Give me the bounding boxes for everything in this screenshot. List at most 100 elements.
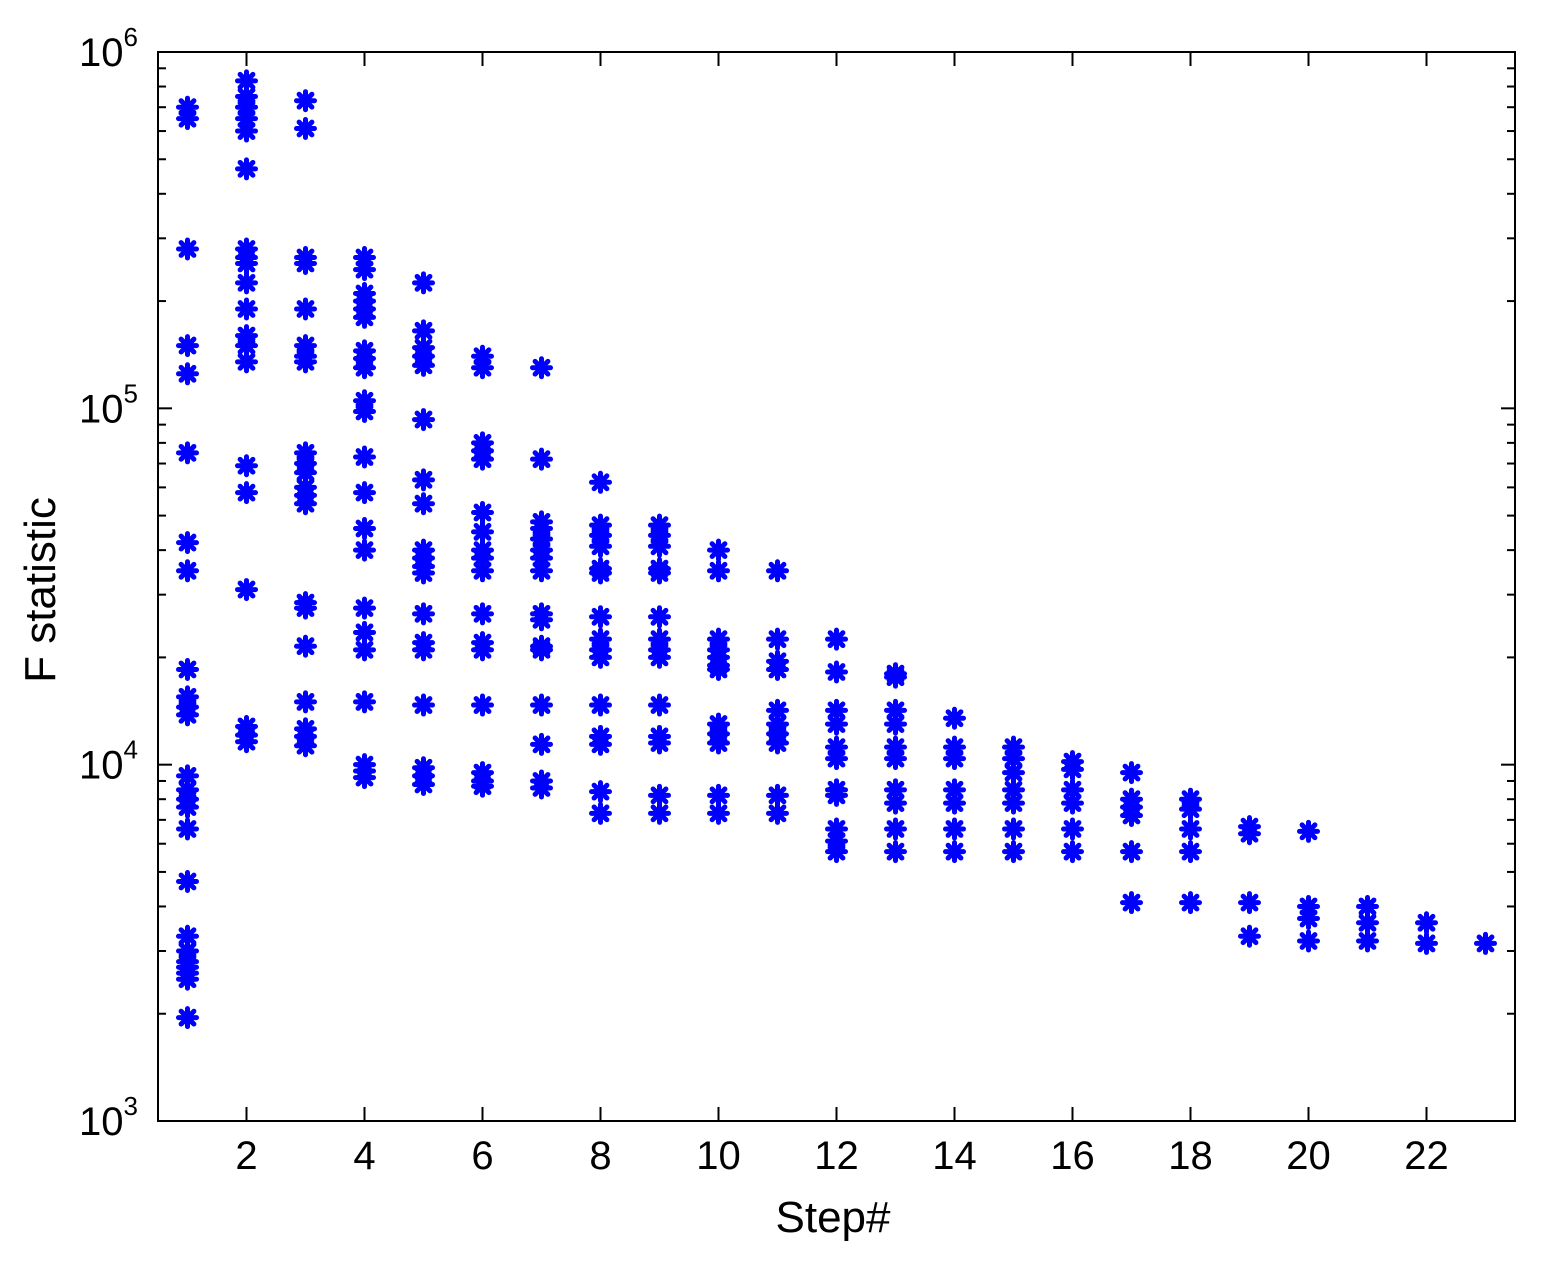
data-point [176,967,199,991]
data-point [1002,817,1025,841]
data-point [1002,778,1025,802]
data-point [176,237,199,261]
x-tick-label: 16 [1050,1134,1095,1178]
data-point [235,251,258,275]
data-point [1415,931,1438,955]
data-point [530,447,553,471]
data-point [176,870,199,894]
data-point [766,731,789,755]
data-point [176,334,199,358]
data-point [884,840,907,864]
data-point [648,645,671,669]
data-point [825,698,848,722]
data-point [235,271,258,295]
data-point [825,747,848,771]
data-point [884,791,907,815]
data-point [589,534,612,558]
data-point [294,690,317,714]
data-point [1061,791,1084,815]
data-point [648,534,671,558]
data-point [1297,907,1320,931]
data-point [589,561,612,585]
data-point [943,747,966,771]
data-point [530,638,553,662]
data-point [235,297,258,321]
data-point [176,362,199,386]
data-point [176,441,199,465]
data-point [648,605,671,629]
data-point [176,924,199,948]
data-point [530,608,553,632]
data-point [294,297,317,321]
data-point [1179,817,1202,841]
data-point [648,731,671,755]
data-point [1238,822,1261,846]
x-tick-label: 10 [696,1134,741,1178]
data-point [589,470,612,494]
y-tick-label: 106 [79,22,138,75]
data-point [353,766,376,790]
data-point [648,561,671,585]
data-point [1120,804,1143,828]
data-point [1120,761,1143,785]
x-tick-label: 22 [1404,1134,1449,1178]
data-point [353,596,376,620]
plot-background [158,52,1515,1121]
data-point [353,638,376,662]
data-point [471,693,494,717]
data-point [176,1006,199,1030]
data-point [412,408,435,432]
data-point [176,795,199,819]
data-point [235,350,258,374]
data-point [943,706,966,730]
data-point [648,693,671,717]
y-tick-label: 105 [79,378,138,431]
data-point [471,356,494,380]
x-tick-labels: 2 4 6 8 10 12 14 16 18 20 22 [235,1134,1448,1178]
data-point [176,764,199,788]
data-point [1061,757,1084,781]
data-point [353,538,376,562]
data-point [766,559,789,583]
x-tick-label: 6 [471,1134,493,1178]
data-point [353,517,376,541]
data-point [766,801,789,825]
data-point [825,840,848,864]
x-tick-label: 4 [353,1134,375,1178]
x-tick-label: 2 [235,1134,257,1178]
data-point [353,356,376,380]
data-point [412,271,435,295]
data-point [235,578,258,602]
plot-frame [157,51,1516,1122]
data-point [412,353,435,377]
data-point [235,481,258,505]
y-axis-title: F statistic [16,497,65,683]
y-tick-label: 103 [79,1091,138,1144]
data-point [471,638,494,662]
data-point [943,817,966,841]
data-point [176,107,199,131]
y-tick-label: 104 [79,735,138,788]
data-point [1179,840,1202,864]
data-point [235,454,258,478]
data-point [471,520,494,544]
data-point [471,501,494,525]
data-point [589,780,612,804]
data-point [294,596,317,620]
data-point [884,665,907,689]
data-point [412,492,435,516]
data-point [353,445,376,469]
data-point [648,801,671,825]
data-point [235,730,258,754]
data-point [707,801,730,825]
data-point [825,783,848,807]
data-point [294,116,317,140]
data-point [1002,840,1025,864]
data-point [353,481,376,505]
data-point [943,791,966,815]
data-point [1179,891,1202,915]
data-point [1297,819,1320,843]
data-point [1356,911,1379,935]
data-point [353,690,376,714]
data-point [530,356,553,380]
